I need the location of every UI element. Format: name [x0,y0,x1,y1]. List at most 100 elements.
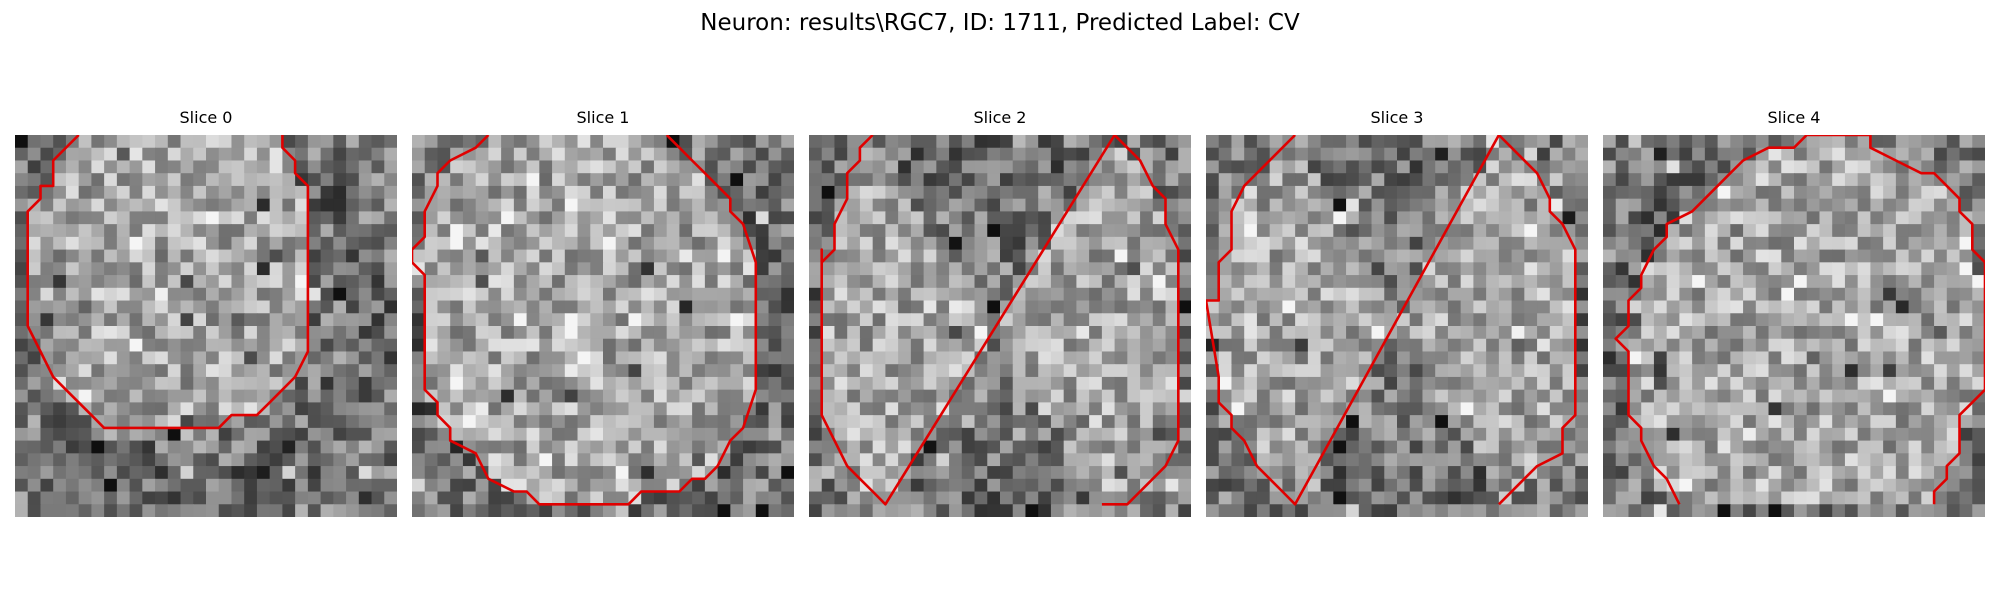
pixel [1206,135,1220,149]
pixel [885,173,899,187]
pixel [1692,440,1706,454]
pixel [1244,211,1258,225]
pixel [564,198,579,212]
pixel [847,364,861,378]
pixel [1717,466,1731,480]
pixel [936,364,950,378]
pixel [1908,287,1922,302]
pixel [206,376,220,391]
pixel [346,427,360,442]
pixel [526,364,540,378]
pixel-grid [809,135,1191,517]
pixel [1346,478,1360,493]
pixel [577,415,591,429]
pixel [526,389,540,403]
pixel [1409,376,1424,391]
pixel [1025,198,1039,212]
pixel [949,466,963,480]
pixel [358,491,373,505]
pixel [244,135,258,149]
pixel [1307,326,1322,340]
pixel [116,300,131,314]
pixel [1794,351,1808,365]
pixel [1768,326,1782,340]
pixel [1178,427,1191,442]
pixel [1152,147,1167,162]
pixel [1615,160,1630,174]
pixel [1295,249,1309,263]
pixel [231,313,245,327]
pixel [859,453,874,467]
pixel [412,173,426,187]
pixel [1447,504,1462,517]
pixel [847,275,861,289]
pixel [1832,224,1846,238]
pixel [1628,211,1642,225]
pixel [346,389,360,403]
pixel [1717,326,1731,340]
pixel [320,275,334,289]
pixel [437,147,451,162]
pixel [1603,504,1617,517]
pixel [1050,453,1065,467]
pixel [1165,491,1179,505]
pixel [1244,236,1258,251]
pixel [1857,185,1871,200]
pixel [193,402,207,416]
pixel [1409,135,1424,149]
pixel [116,160,131,174]
pixel [1346,351,1360,365]
pixel [1038,262,1052,276]
pixel [371,351,385,365]
pixel [15,236,29,251]
pixel [1692,453,1706,467]
pixel [1178,224,1191,238]
pixel [104,135,118,149]
pixel [1641,173,1655,187]
pixel [1218,440,1233,454]
pixel [1959,173,1973,187]
pixel [1498,466,1513,480]
pixel [898,300,912,314]
pixel [1409,364,1424,378]
pixel [1460,440,1474,454]
pixel [1076,198,1090,212]
pixel [1959,224,1973,238]
pixel [1127,427,1141,442]
pixel [590,249,604,263]
pixel [206,249,220,263]
pixel [1857,364,1871,378]
pixel [704,236,719,251]
pixel [755,160,770,174]
pixel [987,224,1001,238]
pixel [1218,427,1233,442]
pixel [1575,147,1588,162]
pixel [1549,147,1564,162]
pixel [898,415,912,429]
pixel [167,135,182,149]
pixel [78,262,92,276]
pixel [936,275,950,289]
pixel [488,287,502,302]
pixel [1730,287,1744,302]
pixel [231,135,245,149]
pixel [898,249,912,263]
pixel [1704,453,1719,467]
pixel [488,224,502,238]
pixel [1524,427,1538,442]
pixel [1921,211,1935,225]
pixel [371,440,385,454]
pixel [1895,300,1910,314]
pixel [1447,402,1462,416]
pixel [666,313,680,327]
pixel [437,224,451,238]
pixel [1397,198,1411,212]
pixel [1921,478,1935,493]
pixel [501,389,515,403]
pixel [1653,275,1668,289]
pixel [1473,376,1487,391]
pixel [1486,198,1500,212]
pixel [1218,198,1233,212]
pixel [1114,466,1128,480]
pixel [78,478,92,493]
